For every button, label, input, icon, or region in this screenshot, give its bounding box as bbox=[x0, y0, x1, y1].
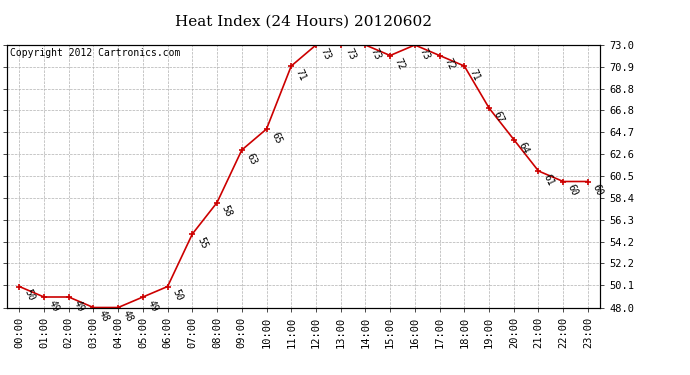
Text: 58: 58 bbox=[220, 204, 234, 219]
Text: 65: 65 bbox=[269, 130, 284, 145]
Text: 73: 73 bbox=[417, 46, 432, 61]
Text: 63: 63 bbox=[244, 152, 259, 166]
Text: 49: 49 bbox=[47, 298, 61, 313]
Text: 67: 67 bbox=[492, 110, 506, 124]
Text: 72: 72 bbox=[393, 57, 407, 72]
Text: 71: 71 bbox=[294, 68, 308, 82]
Text: 55: 55 bbox=[195, 236, 209, 250]
Text: Heat Index (24 Hours) 20120602: Heat Index (24 Hours) 20120602 bbox=[175, 15, 432, 29]
Text: Copyright 2012 Cartronics.com: Copyright 2012 Cartronics.com bbox=[10, 48, 180, 58]
Text: 61: 61 bbox=[541, 172, 555, 187]
Text: 49: 49 bbox=[146, 298, 159, 313]
Text: 73: 73 bbox=[319, 46, 333, 61]
Text: 60: 60 bbox=[591, 183, 604, 198]
Text: 72: 72 bbox=[442, 57, 456, 72]
Text: 60: 60 bbox=[566, 183, 580, 198]
Text: 73: 73 bbox=[368, 46, 382, 61]
Text: 49: 49 bbox=[72, 298, 86, 313]
Text: 71: 71 bbox=[467, 68, 481, 82]
Text: 48: 48 bbox=[121, 309, 135, 324]
Text: 48: 48 bbox=[96, 309, 110, 324]
Text: 73: 73 bbox=[344, 46, 357, 61]
Text: 64: 64 bbox=[517, 141, 531, 156]
Text: 50: 50 bbox=[170, 288, 184, 303]
Text: 50: 50 bbox=[22, 288, 36, 303]
